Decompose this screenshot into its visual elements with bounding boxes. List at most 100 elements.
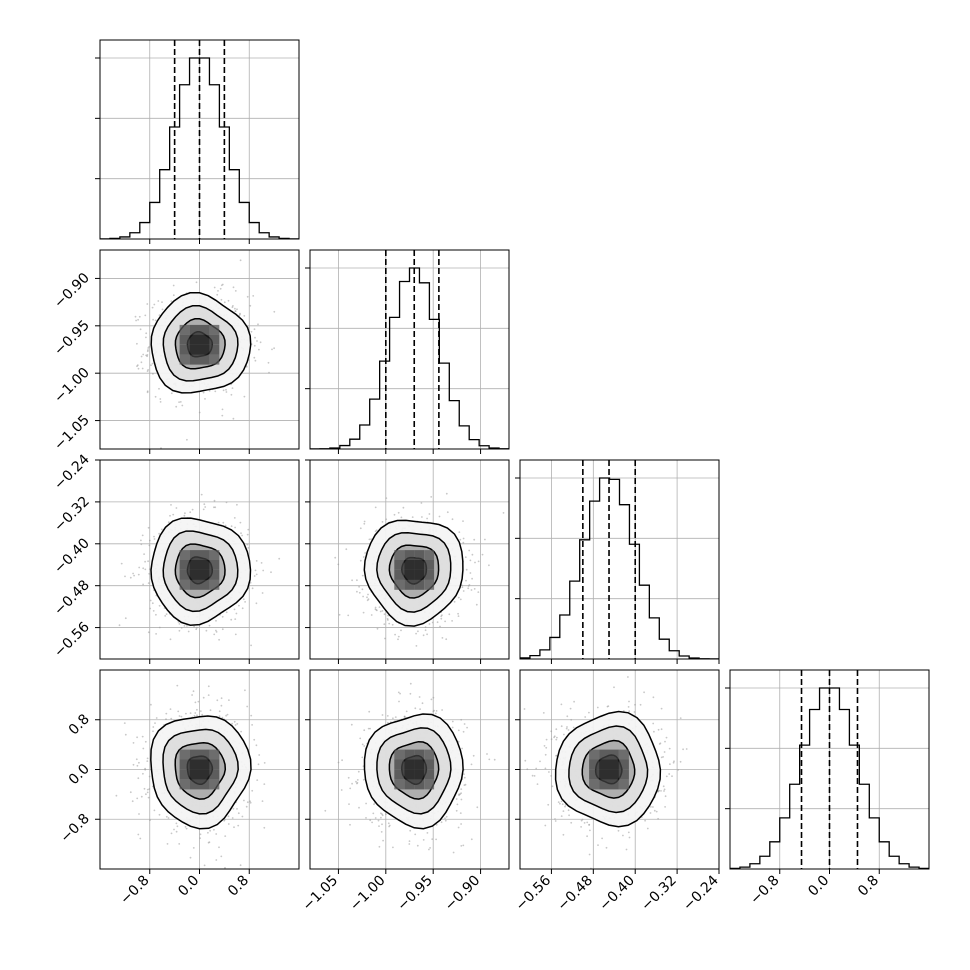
- scatter-point: [136, 342, 138, 345]
- scatter-point: [345, 548, 348, 551]
- y-tick-label: −0.90: [51, 270, 93, 312]
- scatter-point: [244, 689, 246, 692]
- scatter-point: [349, 823, 351, 826]
- scatter-point: [408, 840, 411, 842]
- scatter-point: [234, 526, 237, 529]
- scatter-point: [451, 726, 454, 729]
- scatter-point: [242, 598, 245, 601]
- scatter-point: [147, 560, 150, 563]
- scatter-point: [653, 730, 655, 733]
- scatter-point: [383, 623, 386, 626]
- scatter-point: [235, 612, 238, 615]
- scatter-point: [146, 391, 149, 394]
- scatter-point: [460, 845, 463, 847]
- density-cell: [199, 749, 210, 760]
- scatter-point: [397, 691, 400, 694]
- scatter-point: [183, 625, 186, 627]
- contour-line: [388, 544, 440, 599]
- scatter-point: [142, 772, 144, 775]
- density-cell: [209, 769, 220, 780]
- scatter-point: [152, 730, 154, 733]
- scatter-point: [208, 389, 211, 392]
- scatter-point: [246, 801, 249, 804]
- scatter-point: [462, 520, 464, 522]
- scatter-point: [356, 779, 359, 781]
- scatter-point: [270, 571, 272, 574]
- density-cell: [179, 550, 190, 560]
- scatter-point: [196, 714, 198, 717]
- scatter-point: [147, 526, 150, 529]
- scatter-point: [230, 618, 233, 621]
- scatter-point: [432, 696, 435, 699]
- histogram-step: [520, 477, 719, 659]
- scatter-point: [202, 696, 205, 699]
- scatter-point: [348, 803, 350, 805]
- scatter-point: [152, 726, 155, 728]
- scatter-point: [451, 620, 453, 622]
- scatter-point: [462, 844, 465, 847]
- scatter-point: [435, 710, 438, 712]
- scatter-point: [392, 717, 394, 720]
- scatter-point: [493, 758, 496, 761]
- scatter-point: [144, 768, 147, 771]
- density-cell: [189, 550, 200, 560]
- scatter-point: [124, 617, 127, 620]
- scatter-point: [451, 518, 454, 521]
- panel-2-0: −0.56−0.48−0.40−0.32−0.24: [51, 451, 300, 664]
- scatter-point: [405, 710, 408, 713]
- scatter-point: [249, 581, 252, 584]
- scatter-point: [359, 527, 362, 530]
- scatter-point: [392, 846, 394, 849]
- scatter-point: [140, 539, 142, 542]
- scatter-point: [580, 826, 582, 828]
- density-cell: [189, 759, 200, 770]
- scatter-point: [253, 328, 256, 331]
- scatter-point: [628, 710, 631, 713]
- scatter-point: [634, 703, 636, 706]
- scatter-point: [349, 787, 352, 790]
- scatter-point: [213, 828, 215, 831]
- scatter-point: [232, 305, 234, 307]
- scatter-point: [221, 414, 224, 417]
- scatter-point: [563, 733, 565, 736]
- scatter-point: [460, 823, 462, 825]
- scatter-point: [253, 738, 256, 741]
- scatter-point: [394, 633, 396, 636]
- scatter-point: [207, 831, 209, 834]
- scatter-point: [224, 867, 226, 869]
- scatter-point: [408, 843, 411, 845]
- scatter-point: [429, 847, 431, 849]
- scatter-point: [435, 823, 438, 826]
- scatter-point: [363, 522, 366, 525]
- scatter-point: [232, 286, 235, 289]
- scatter-point: [255, 560, 258, 562]
- scatter-point: [373, 803, 375, 806]
- scatter-point: [430, 698, 433, 701]
- scatter-point: [120, 562, 123, 565]
- scatter-point: [468, 584, 471, 586]
- scatter-point: [372, 812, 375, 815]
- scatter-point: [441, 637, 444, 639]
- density-cell: [394, 749, 405, 760]
- scatter-point: [222, 521, 225, 524]
- contour-line: [162, 305, 239, 382]
- scatter-point: [216, 293, 219, 296]
- scatter-point: [376, 627, 379, 630]
- scatter-point: [215, 631, 218, 633]
- scatter-point: [215, 619, 217, 622]
- scatter-point: [439, 625, 441, 628]
- scatter-point: [187, 630, 190, 633]
- scatter-point: [155, 717, 158, 719]
- scatter-point: [664, 740, 666, 743]
- scatter-point: [141, 534, 144, 537]
- scatter-point: [136, 736, 139, 739]
- scatter-point: [397, 635, 400, 638]
- scatter-point: [368, 710, 371, 713]
- scatter-point: [247, 528, 250, 531]
- panel-3-1: −1.05 −1.00 −0.95 −0.90: [300, 669, 510, 914]
- scatter-point: [473, 538, 476, 541]
- scatter-point: [169, 708, 172, 710]
- scatter-point: [385, 497, 388, 499]
- scatter-point: [225, 388, 227, 391]
- scatter-point: [164, 615, 167, 617]
